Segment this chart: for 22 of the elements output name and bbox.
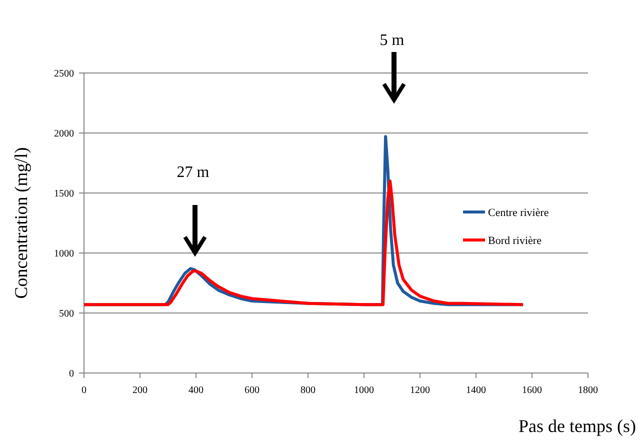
text: 5 m [380, 32, 405, 49]
x-tick-label: 0 [82, 385, 86, 396]
x-tick-label: 1800 [578, 385, 598, 396]
x-tick-label: 800 [300, 385, 316, 396]
y-tick-label: 2000 [54, 128, 74, 140]
legend-label: Bord rivière [488, 234, 542, 247]
x-tick-label: 1000 [354, 385, 374, 396]
y-tick-label: 1500 [54, 188, 74, 200]
y-tick-label: 1000 [54, 248, 74, 260]
y-tick-label: 2500 [54, 68, 74, 80]
x-tick-label: 600 [244, 385, 260, 396]
x-tick-label: 200 [132, 385, 148, 396]
x-tick-label: 1400 [466, 385, 486, 396]
x-axis-title: Pas de temps (s) [518, 416, 636, 436]
legend-label: Centre rivière [488, 206, 549, 219]
y-axis-title: Concentration (mg/l) [11, 147, 31, 299]
annotation: 27 m [176, 164, 210, 181]
x-tick-label: 1600 [522, 385, 542, 396]
y-tick-label: 0 [69, 368, 74, 380]
y-tick-label: 500 [59, 308, 74, 320]
x-tick-label: 400 [188, 385, 204, 396]
x-tick-label: 1200 [410, 385, 430, 396]
